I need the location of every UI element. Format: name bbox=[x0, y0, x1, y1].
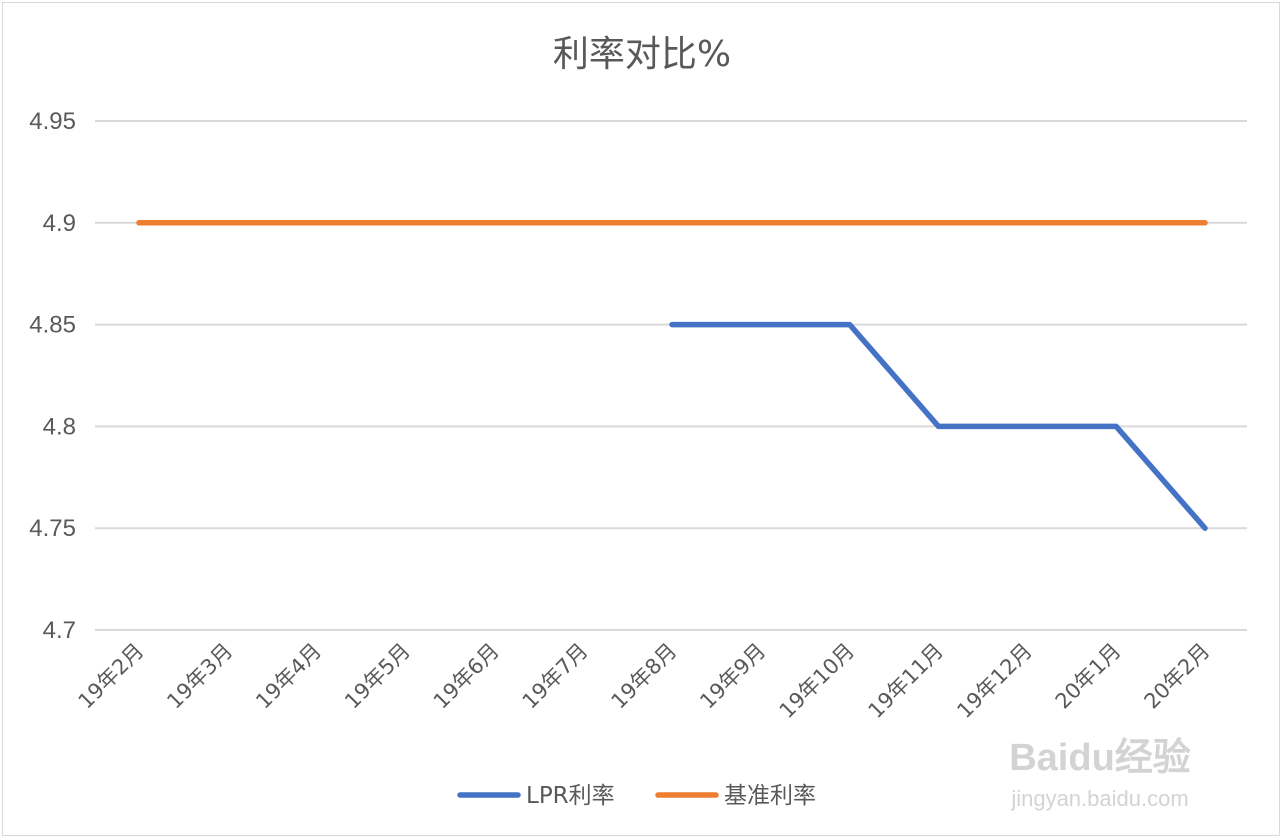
x-tick-label: 19年8月 bbox=[607, 639, 682, 714]
x-tick-label: 19年7月 bbox=[518, 639, 593, 714]
y-tick-label: 4.75 bbox=[29, 515, 76, 542]
y-tick-label: 4.9 bbox=[43, 210, 76, 237]
x-tick-label: 20年1月 bbox=[1051, 639, 1126, 714]
watermark-brand: Baidu经验 bbox=[1009, 737, 1191, 779]
series-lines bbox=[136, 220, 1208, 531]
watermark-url: jingyan.baidu.com bbox=[1010, 786, 1188, 811]
x-tick-label: 19年6月 bbox=[429, 639, 504, 714]
chart-title: 利率对比% bbox=[553, 34, 731, 75]
y-tick-label: 4.85 bbox=[29, 312, 76, 339]
x-tick-label: 19年5月 bbox=[340, 639, 415, 714]
x-tick-label: 19年4月 bbox=[251, 639, 326, 714]
legend: LPR利率 基准利率 bbox=[457, 783, 816, 809]
watermark: Baidu经验 jingyan.baidu.com bbox=[1009, 737, 1191, 811]
gridlines bbox=[95, 120, 1247, 631]
y-tick-label: 4.95 bbox=[29, 108, 76, 135]
y-axis-ticks: 4.7 4.75 4.8 4.85 4.9 4.95 bbox=[29, 108, 76, 644]
x-tick-label: 19年11月 bbox=[864, 639, 948, 723]
x-tick-label: 19年10月 bbox=[775, 639, 859, 723]
x-tick-label: 19年3月 bbox=[162, 639, 237, 714]
x-tick-label: 19年12月 bbox=[952, 639, 1036, 723]
legend-label: LPR利率 bbox=[526, 783, 615, 809]
x-axis-ticks: 19年2月 19年3月 19年4月 19年5月 19年6月 19年7月 19年8月 19年9月… bbox=[74, 639, 1215, 723]
x-tick-label: 20年2月 bbox=[1140, 639, 1215, 714]
x-tick-label: 19年2月 bbox=[74, 639, 149, 714]
x-tick-label: 19年9月 bbox=[695, 639, 770, 714]
series-line-0 bbox=[669, 321, 1208, 531]
y-tick-label: 4.8 bbox=[43, 413, 76, 440]
y-tick-label: 4.7 bbox=[43, 617, 76, 644]
legend-label: 基准利率 bbox=[724, 783, 816, 809]
